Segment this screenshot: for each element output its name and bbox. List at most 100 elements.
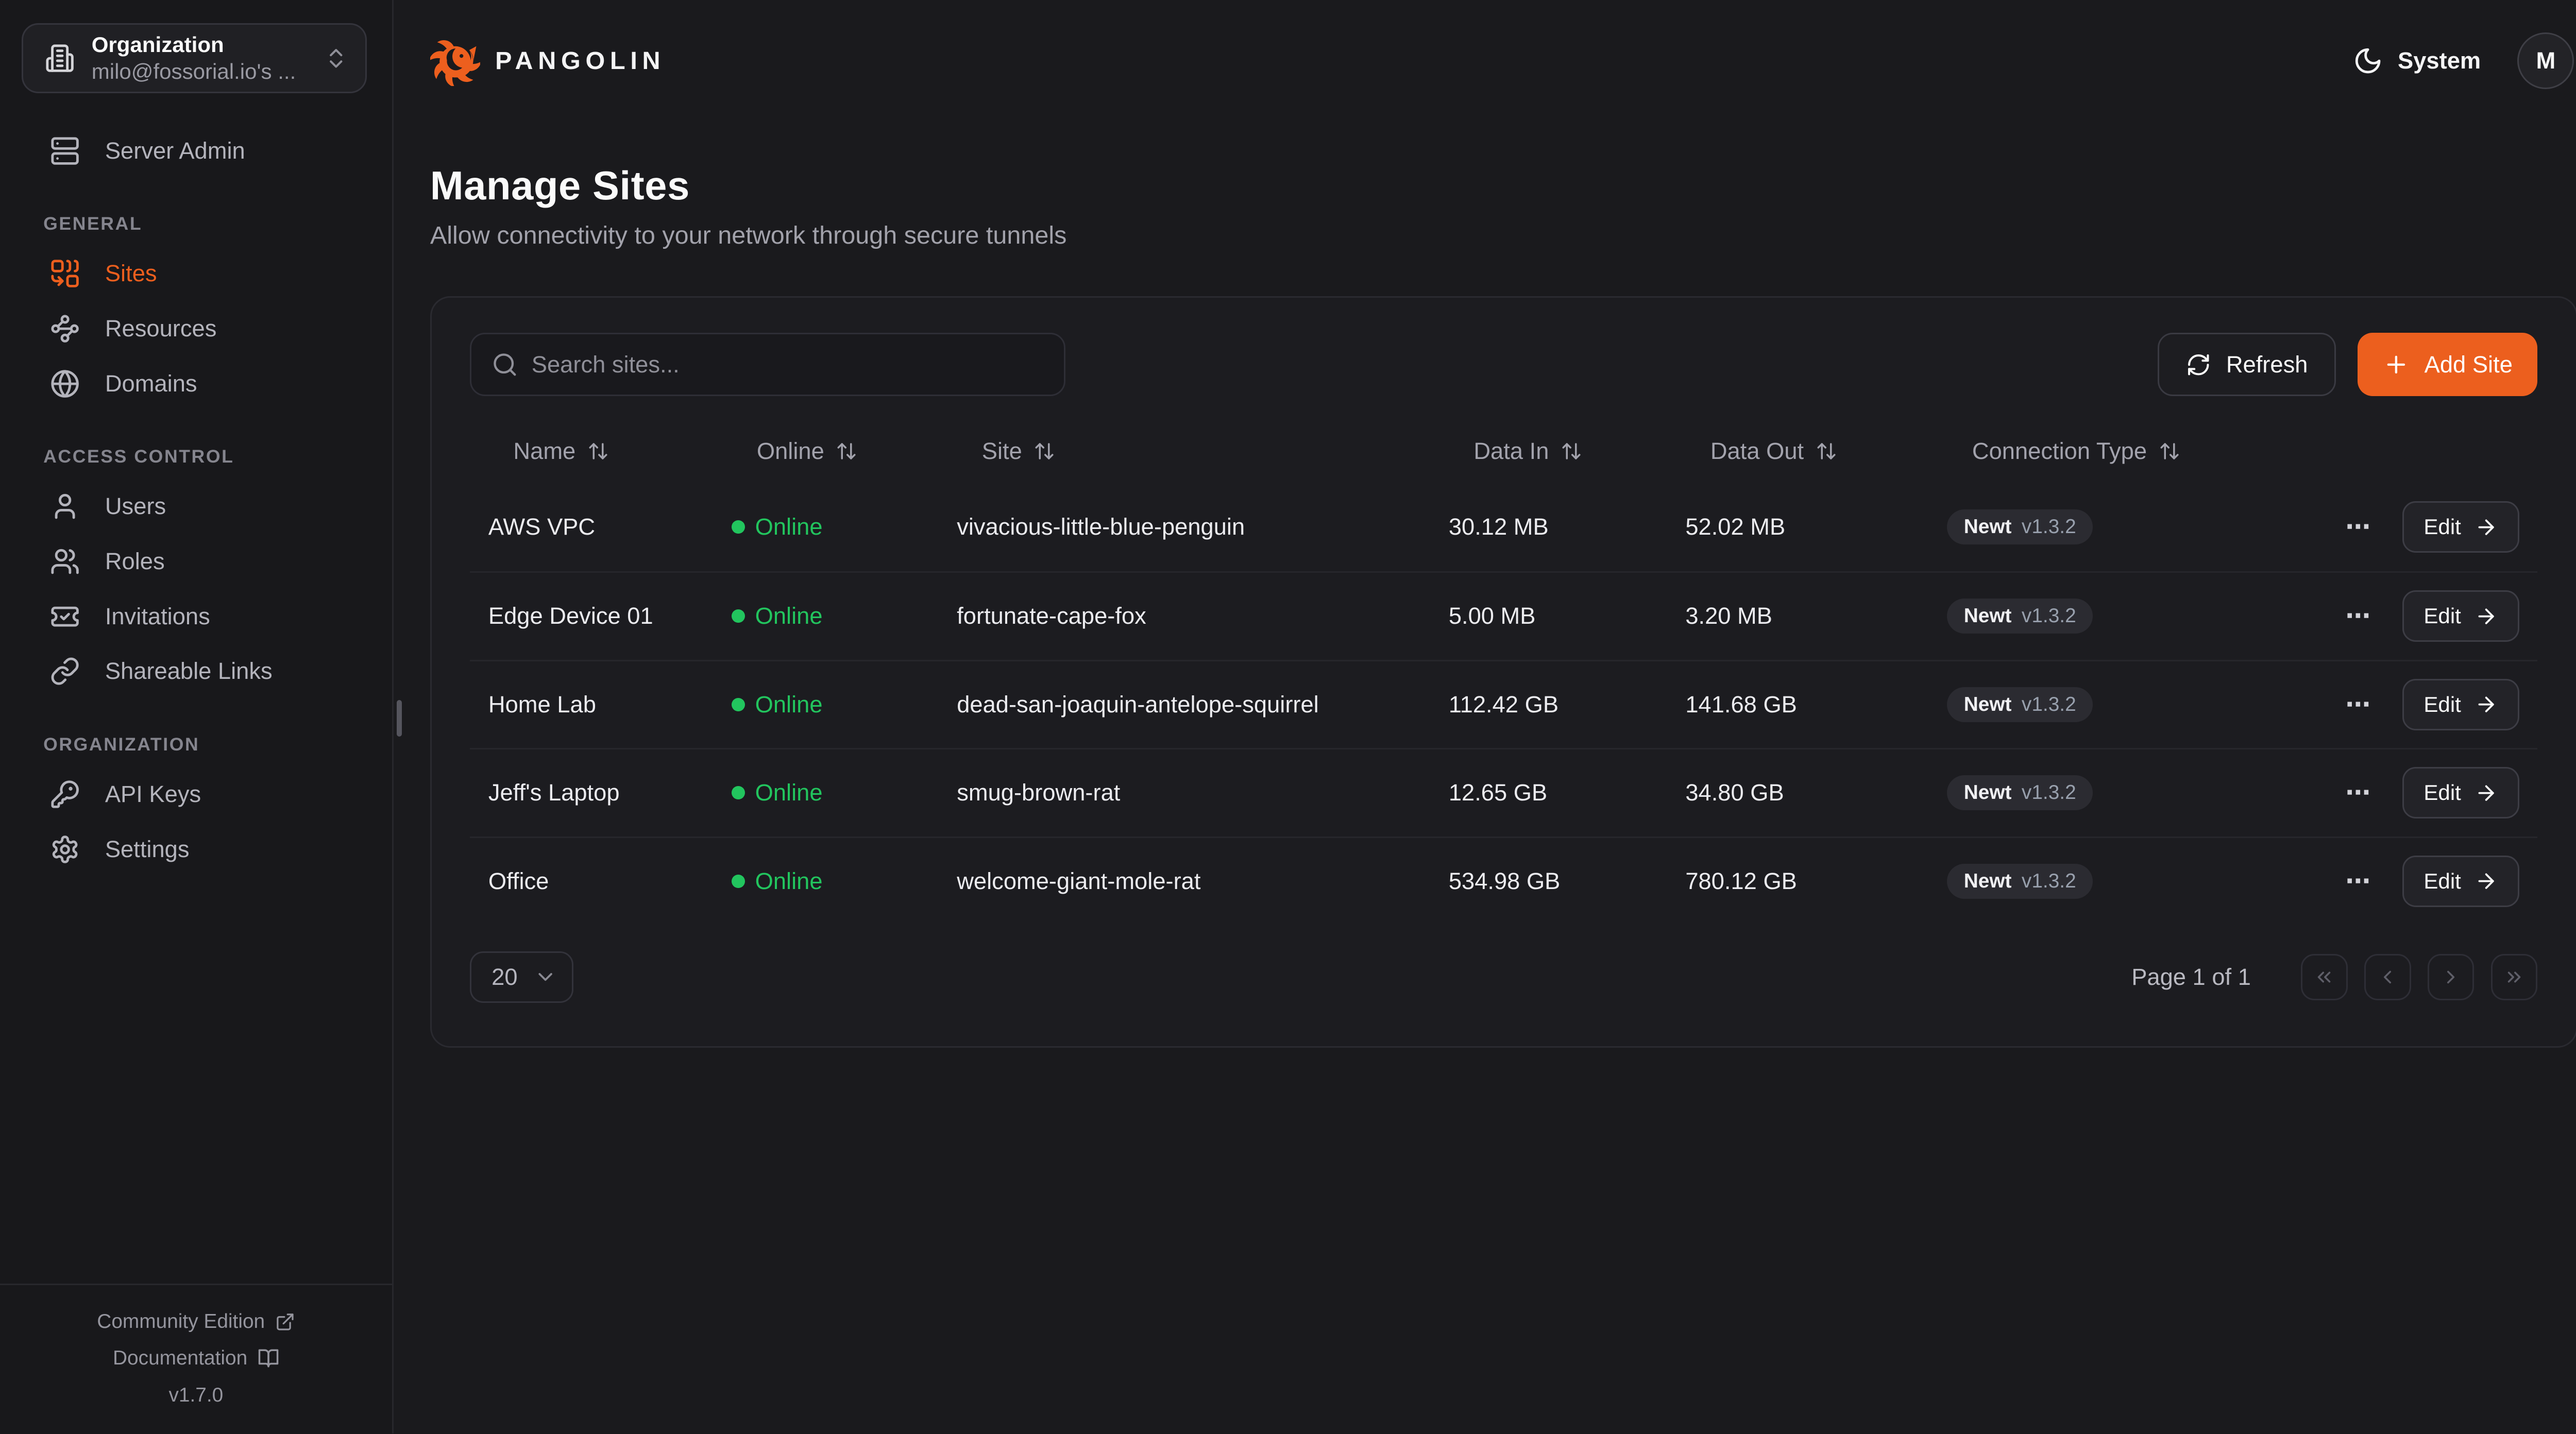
column-header-site[interactable]: Site: [957, 438, 1449, 465]
header-actions: System M: [2353, 32, 2574, 90]
next-page-button[interactable]: [2427, 953, 2475, 1001]
toolbar-actions: Refresh Add Site: [2158, 333, 2538, 397]
chevrons-left-icon: [2313, 966, 2335, 988]
row-menu-button[interactable]: ⋯: [2342, 513, 2376, 541]
brand-name: PANGOLIN: [495, 47, 666, 75]
external-link-icon: [275, 1312, 295, 1332]
connection-type-cell: Newt v1.3.2: [1947, 863, 2330, 899]
table-row: Jeff's Laptop Online smug-brown-rat 12.6…: [470, 748, 2538, 836]
refresh-button[interactable]: Refresh: [2158, 333, 2336, 397]
column-header-name[interactable]: Name: [488, 438, 732, 465]
sidebar-item-invitations[interactable]: Invitations: [22, 589, 370, 644]
connection-type-cell: Newt v1.3.2: [1947, 687, 2330, 722]
sidebar-item-server-admin[interactable]: Server Admin: [22, 123, 370, 178]
sidebar-item-api-keys[interactable]: API Keys: [22, 766, 370, 822]
connection-badge: Newt v1.3.2: [1947, 599, 2093, 634]
column-header-online[interactable]: Online: [732, 438, 957, 465]
sidebar-item-label: Invitations: [105, 603, 210, 629]
org-selector[interactable]: Organization milo@fossorial.io's ...: [22, 23, 367, 94]
sidebar-item-label: Resources: [105, 315, 217, 342]
page-size-select[interactable]: 20: [470, 951, 573, 1003]
column-header-connection-type[interactable]: Connection Type: [1947, 438, 2330, 465]
status-label: Online: [755, 867, 823, 894]
site-slug: vivacious-little-blue-penguin: [957, 514, 1245, 540]
sidebar-item-label: Sites: [105, 260, 157, 287]
gear-icon: [50, 834, 80, 864]
sidebar-item-roles[interactable]: Roles: [22, 534, 370, 589]
sidebar-item-sites[interactable]: Sites: [22, 246, 370, 301]
page-subtitle: Allow connectivity to your network throu…: [430, 221, 1067, 249]
arrow-right-icon: [2475, 693, 2498, 716]
sites-table: Name Online Site Data In Data Out Connec…: [470, 420, 2538, 925]
sort-icon: [1816, 440, 1837, 462]
arrow-right-icon: [2475, 605, 2498, 628]
sidebar-item-domains[interactable]: Domains: [22, 356, 370, 411]
column-header-data-out[interactable]: Data Out: [1685, 438, 1947, 465]
plus-icon: [2383, 351, 2410, 378]
site-name: Jeff's Laptop: [488, 779, 620, 806]
table-row: Edge Device 01 Online fortunate-cape-fox…: [470, 571, 2538, 660]
online-dot-icon: [732, 520, 745, 534]
table-header-row: Name Online Site Data In Data Out Connec…: [470, 420, 2537, 483]
chevron-down-icon: [534, 965, 557, 988]
add-site-button[interactable]: Add Site: [2358, 333, 2538, 397]
table-toolbar: Refresh Add Site: [470, 333, 2538, 397]
row-menu-button[interactable]: ⋯: [2342, 602, 2376, 630]
edit-button[interactable]: Edit: [2402, 678, 2519, 730]
data-in-value: 30.12 MB: [1448, 514, 1549, 540]
online-dot-icon: [732, 609, 745, 623]
row-menu-button[interactable]: ⋯: [2342, 867, 2376, 896]
main-area: PANGOLIN System M Manage Sites Allow con…: [393, 0, 2576, 1433]
previous-page-button[interactable]: [2364, 953, 2411, 1001]
data-out-value: 141.68 GB: [1685, 691, 1797, 718]
sort-icon: [2159, 440, 2180, 462]
ellipsis-icon: ⋯: [2345, 602, 2372, 630]
connection-type-cell: Newt v1.3.2: [1947, 599, 2330, 634]
online-dot-icon: [732, 786, 745, 800]
ellipsis-icon: ⋯: [2345, 513, 2372, 541]
column-header-data-in[interactable]: Data In: [1449, 438, 1686, 465]
edit-button[interactable]: Edit: [2402, 501, 2519, 553]
row-menu-button[interactable]: ⋯: [2342, 778, 2376, 807]
connection-badge: Newt v1.3.2: [1947, 509, 2093, 545]
add-site-label: Add Site: [2424, 351, 2513, 378]
refresh-icon: [2186, 352, 2211, 378]
search-input[interactable]: [531, 351, 1044, 378]
sidebar-resize-handle[interactable]: [397, 700, 402, 737]
sidebar-item-settings[interactable]: Settings: [22, 822, 370, 877]
edit-button[interactable]: Edit: [2402, 855, 2519, 907]
documentation-link[interactable]: Documentation: [0, 1340, 392, 1377]
row-actions: ⋯ Edit: [2331, 678, 2519, 730]
sidebar-item-shareable-links[interactable]: Shareable Links: [22, 644, 370, 699]
sort-icon: [587, 440, 609, 462]
brand-logo[interactable]: PANGOLIN: [430, 36, 665, 86]
status-label: Online: [755, 779, 823, 806]
users-icon: [50, 547, 80, 576]
page-title: Manage Sites: [430, 164, 690, 209]
sidebar-item-label: Settings: [105, 835, 190, 862]
row-menu-button[interactable]: ⋯: [2342, 690, 2376, 719]
site-status: Online: [732, 868, 957, 895]
key-icon: [50, 779, 80, 809]
ellipsis-icon: ⋯: [2345, 867, 2372, 895]
sidebar-item-users[interactable]: Users: [22, 479, 370, 534]
server-icon: [50, 136, 80, 166]
edit-button[interactable]: Edit: [2402, 767, 2519, 819]
first-page-button[interactable]: [2300, 953, 2348, 1001]
site-status: Online: [732, 779, 957, 806]
sort-icon: [1033, 440, 1055, 462]
last-page-button[interactable]: [2490, 953, 2538, 1001]
avatar[interactable]: M: [2517, 32, 2574, 90]
theme-toggle-button[interactable]: System: [2353, 46, 2481, 76]
edit-button[interactable]: Edit: [2402, 590, 2519, 642]
connection-badge: Newt v1.3.2: [1947, 863, 2093, 899]
page-content: Manage Sites Allow connectivity to your …: [394, 122, 2576, 1048]
community-edition-label: Community Edition: [97, 1310, 265, 1333]
table-row: Home Lab Online dead-san-joaquin-antelop…: [470, 659, 2538, 748]
search-box: [470, 333, 1065, 397]
connection-badge: Newt v1.3.2: [1947, 687, 2093, 722]
data-out-value: 780.12 GB: [1685, 867, 1797, 894]
ticket-check-icon: [50, 602, 80, 631]
community-edition-link[interactable]: Community Edition: [0, 1304, 392, 1340]
sidebar-item-resources[interactable]: Resources: [22, 301, 370, 356]
